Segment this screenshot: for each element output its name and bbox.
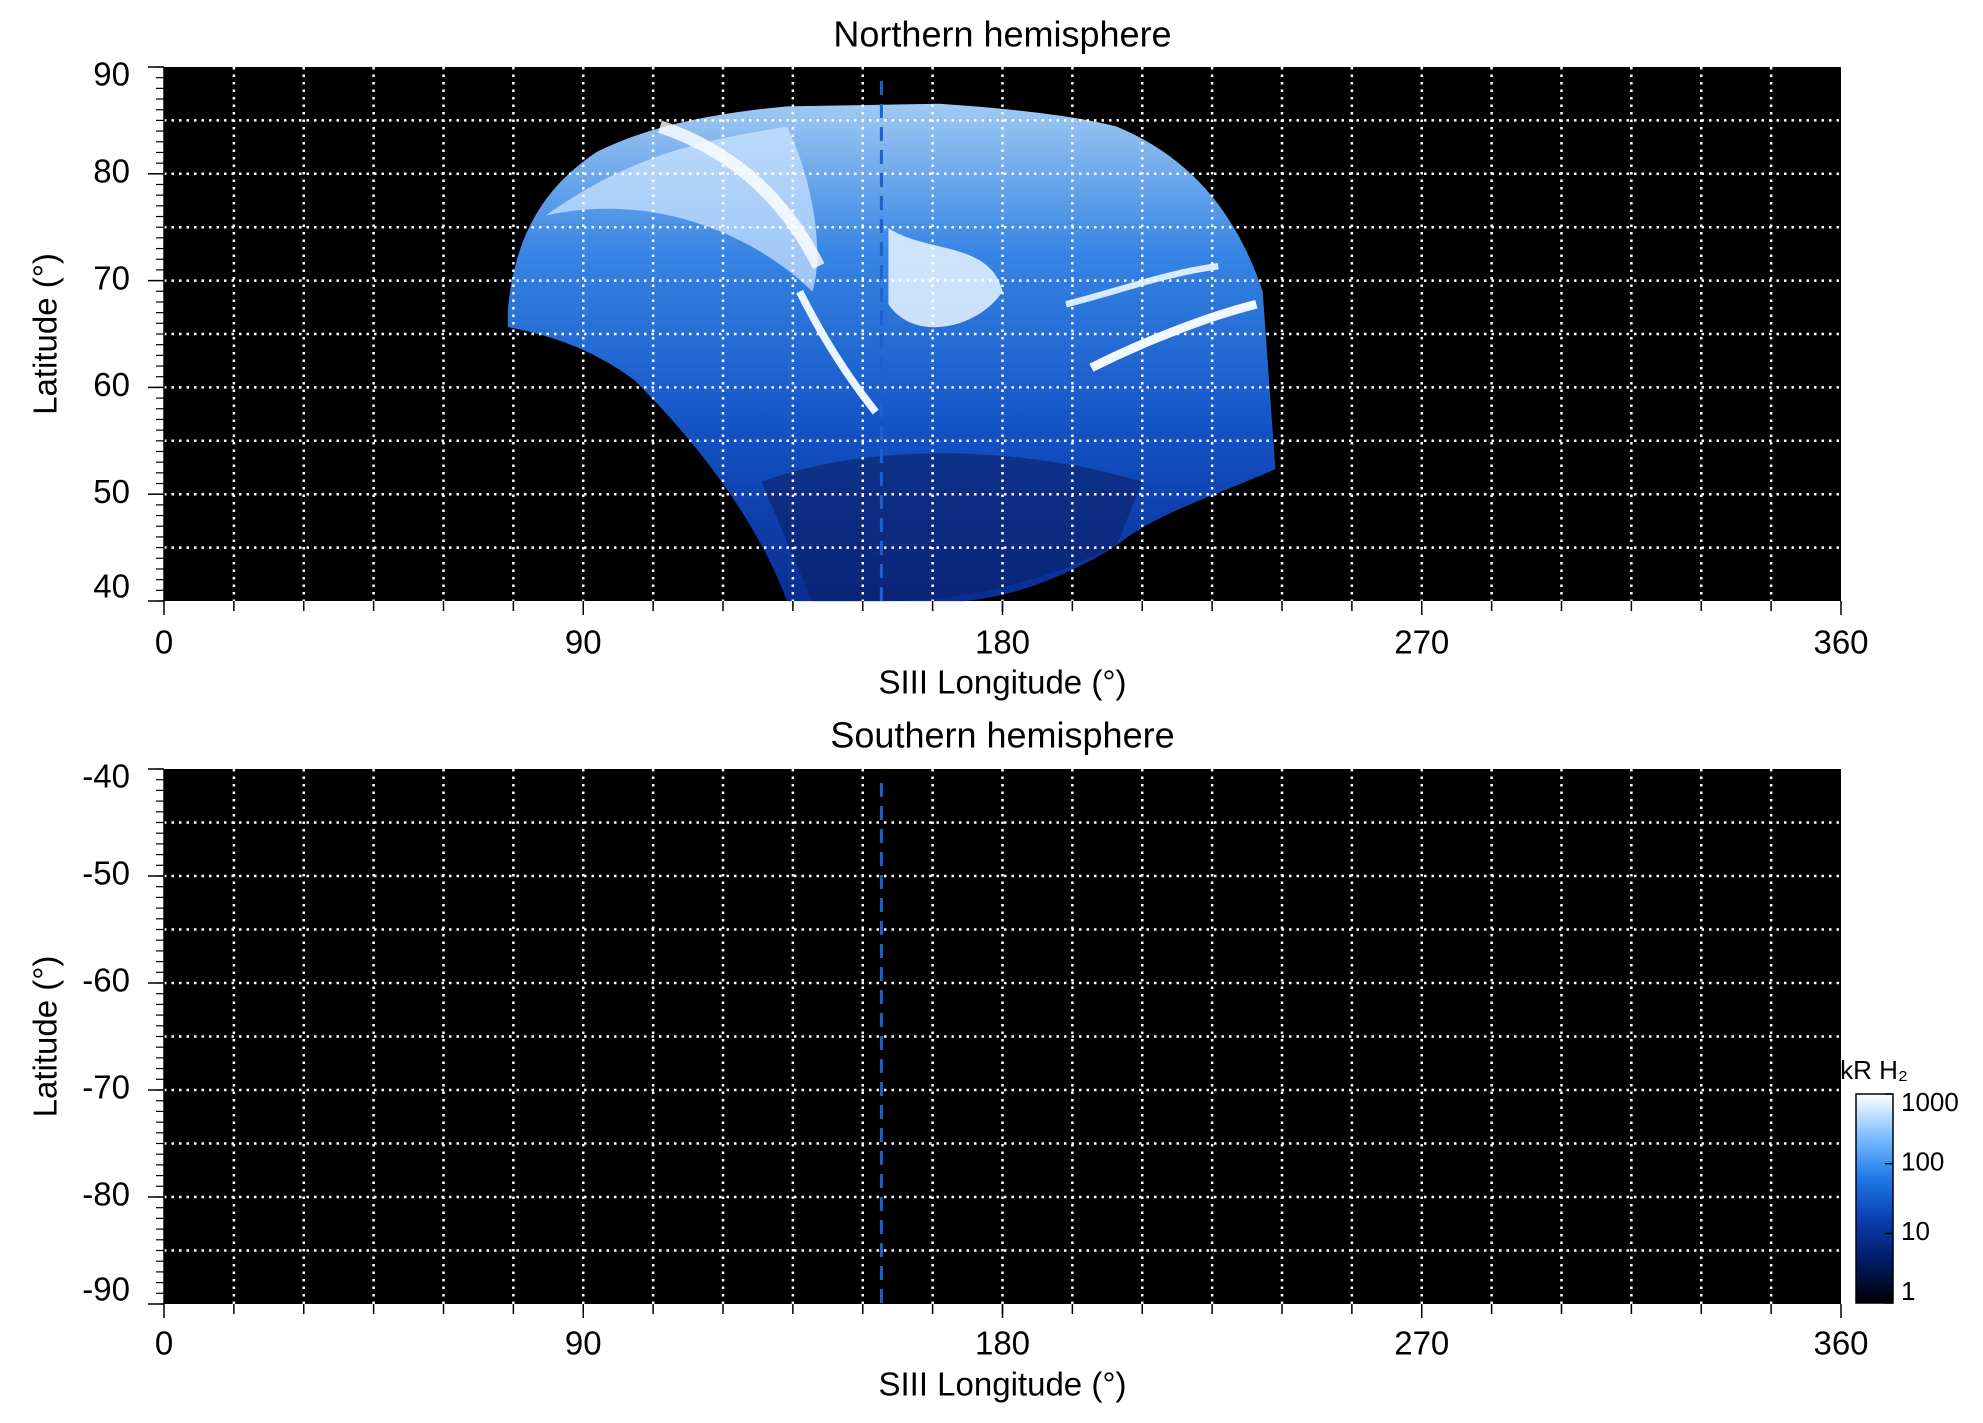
y-tick-label: -70: [82, 1069, 130, 1106]
chart-title: Southern hemisphere: [830, 715, 1174, 756]
y-tick-label: -50: [82, 855, 130, 892]
x-tick-label: 360: [1813, 1325, 1868, 1362]
chart-title: Northern hemisphere: [833, 14, 1171, 55]
y-tick-label: -80: [82, 1176, 130, 1213]
colorbar: [1855, 1093, 1894, 1304]
x-tick-label: 90: [565, 1325, 602, 1362]
aurora-image: [507, 103, 1276, 602]
x-tick-label: 360: [1813, 624, 1868, 661]
x-axis-label: SIII Longitude (°): [879, 1366, 1127, 1403]
y-tick-label: 80: [93, 153, 130, 190]
colorbar-tick-label: 100: [1901, 1147, 1944, 1177]
colorbar-label: kR H₂: [1840, 1055, 1908, 1085]
y-tick-label: 60: [93, 366, 130, 403]
y-tick-label: 70: [93, 259, 130, 296]
colorbar-tick-label: 10: [1901, 1216, 1930, 1246]
colorbar-tick-label: 1000: [1901, 1087, 1959, 1117]
colorbar-tick-label: 1: [1901, 1276, 1915, 1306]
y-tick-label: 50: [93, 473, 130, 510]
y-axis-label: Latitude (°): [27, 253, 64, 415]
x-axis-label: SIII Longitude (°): [879, 664, 1127, 701]
x-tick-label: 270: [1394, 1325, 1449, 1362]
x-tick-label: 180: [975, 1325, 1030, 1362]
x-tick-label: 270: [1394, 624, 1449, 661]
x-tick-label: 90: [565, 624, 602, 661]
x-tick-label: 0: [155, 624, 173, 661]
y-tick-label: -60: [82, 962, 130, 999]
y-axis-label: Latitude (°): [27, 956, 64, 1118]
y-tick-label: 40: [93, 568, 130, 605]
y-tick-label: -90: [82, 1271, 130, 1308]
y-tick-label: 90: [93, 56, 130, 93]
x-tick-label: 180: [975, 624, 1030, 661]
y-tick-label: -40: [82, 758, 130, 795]
x-tick-label: 0: [155, 1325, 173, 1362]
